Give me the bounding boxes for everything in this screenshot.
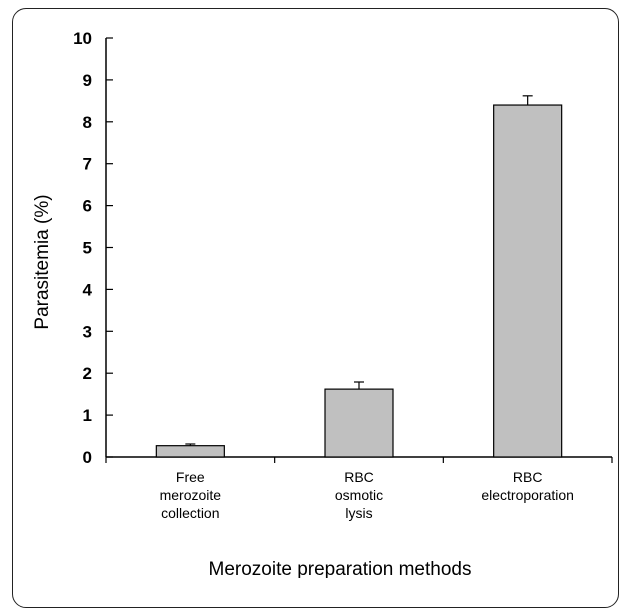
bar — [155, 445, 225, 458]
x-category-label: RBC osmotic lysis — [335, 469, 383, 521]
y-tick-label: 7 — [83, 155, 92, 174]
y-tick-label: 1 — [83, 406, 92, 425]
y-axis-title: Parasitemia (%) — [32, 194, 53, 329]
y-tick-label: 9 — [83, 71, 92, 90]
y-tick-label: 6 — [83, 197, 92, 216]
bar — [324, 388, 394, 458]
y-tick-label: 4 — [83, 280, 93, 299]
x-category-label-line: RBC — [513, 469, 543, 485]
x-category-label-line: collection — [161, 505, 219, 521]
x-axis-title: Merozoite preparation methods — [209, 559, 472, 578]
x-category-label-line: merozoite — [160, 487, 222, 503]
y-tick-label: 0 — [83, 448, 92, 467]
x-category-label-line: RBC — [344, 469, 374, 485]
y-tick-label: 8 — [83, 113, 92, 132]
x-category-label: Free merozoite collection — [160, 469, 222, 521]
y-tick-label: 10 — [73, 29, 92, 48]
x-category-label-line: lysis — [345, 505, 372, 521]
y-tick-label: 3 — [83, 322, 92, 341]
y-tick-label: 5 — [83, 239, 92, 258]
x-category-label-line: osmotic — [335, 487, 383, 503]
x-category-label-line: Free — [176, 469, 205, 485]
x-category-label-line: electroporation — [481, 487, 574, 503]
y-tick-label: 2 — [83, 364, 92, 383]
bar-chart: 0 1 2 3 4 5 6 7 8 9 10 Free merozoite collection RBC os… — [32, 29, 613, 578]
bar — [493, 104, 563, 458]
x-category-label: RBC electroporation — [481, 469, 574, 503]
